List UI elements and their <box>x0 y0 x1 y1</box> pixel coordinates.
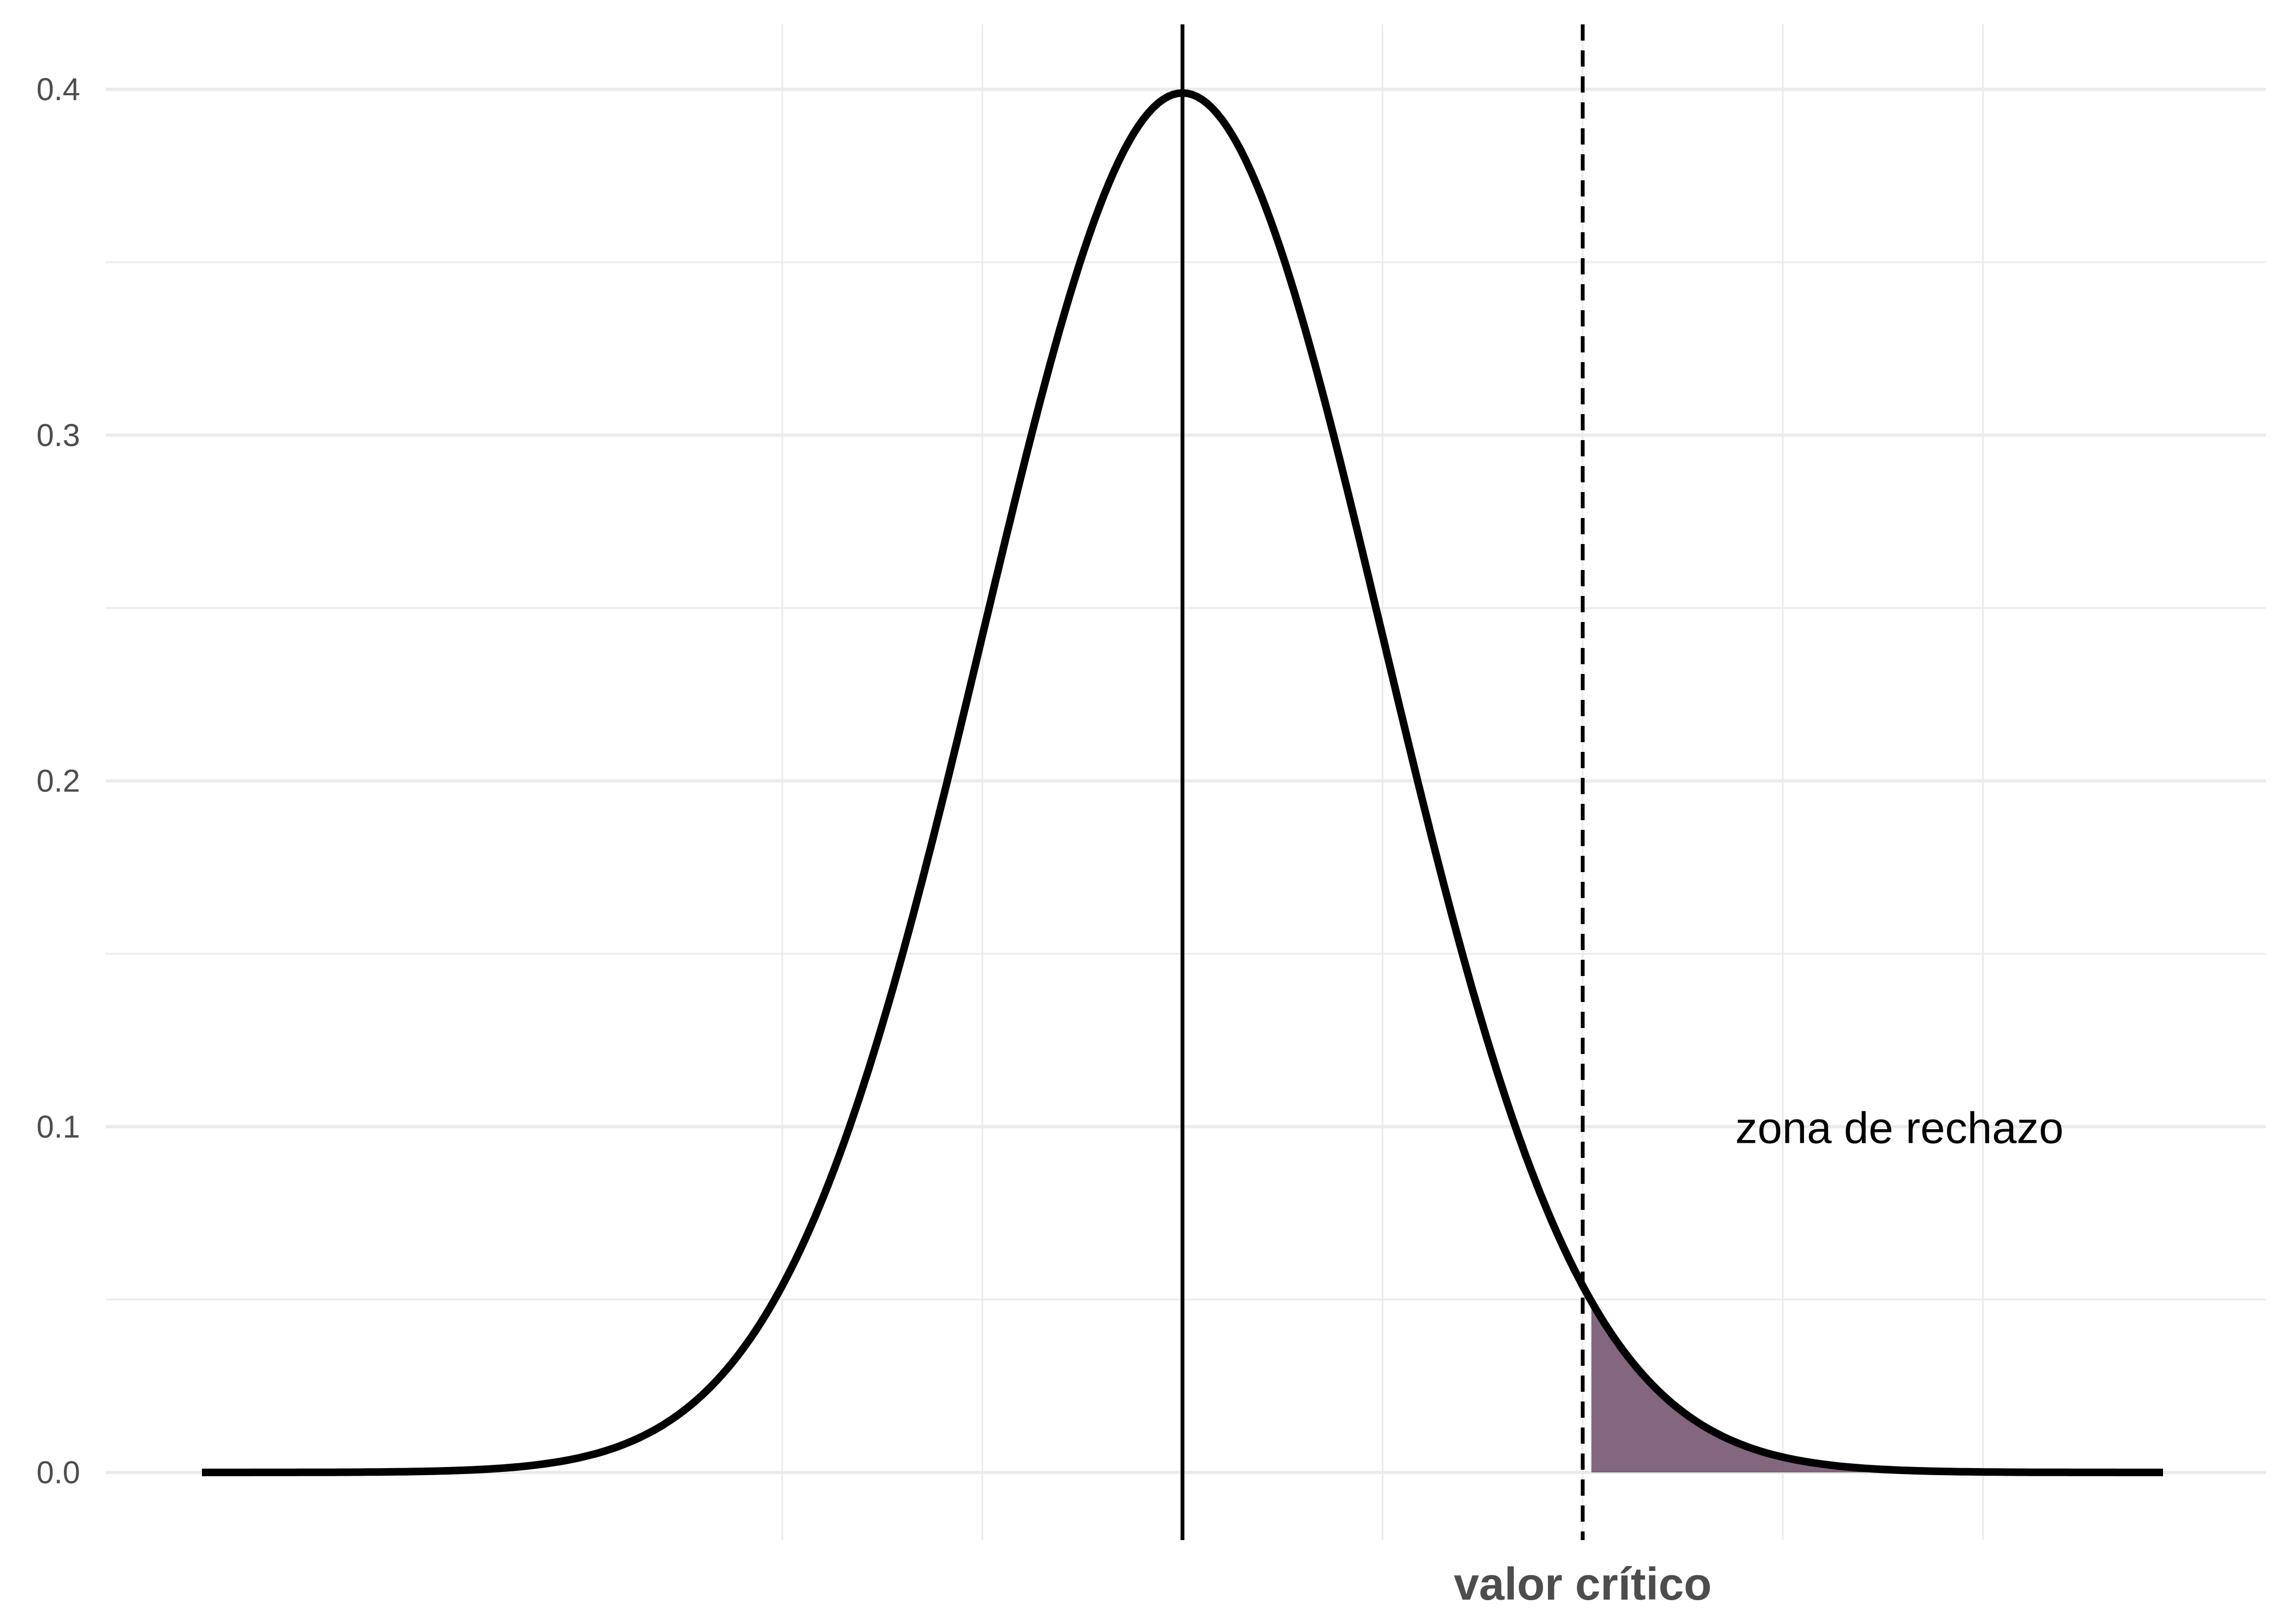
y-tick-label: 0.0 <box>36 1455 80 1490</box>
y-tick-label: 0.2 <box>36 764 80 799</box>
rejection-zone-label: zona de rechazo <box>1735 1103 2063 1152</box>
y-tick-label: 0.3 <box>36 418 80 453</box>
x-axis-label: valor crítico <box>1454 1558 1711 1609</box>
y-tick-label: 0.1 <box>36 1109 80 1144</box>
y-axis-ticks: 0.0 0.1 0.2 0.3 0.4 <box>36 72 80 1490</box>
rejection-zone-area <box>1591 1286 2163 1472</box>
grid-major <box>106 88 2266 1474</box>
y-tick-label: 0.4 <box>36 72 80 107</box>
